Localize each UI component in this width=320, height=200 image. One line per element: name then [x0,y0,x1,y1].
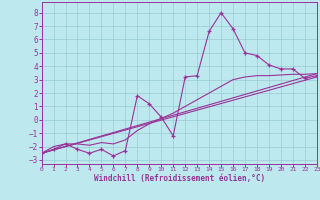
X-axis label: Windchill (Refroidissement éolien,°C): Windchill (Refroidissement éolien,°C) [94,174,265,183]
